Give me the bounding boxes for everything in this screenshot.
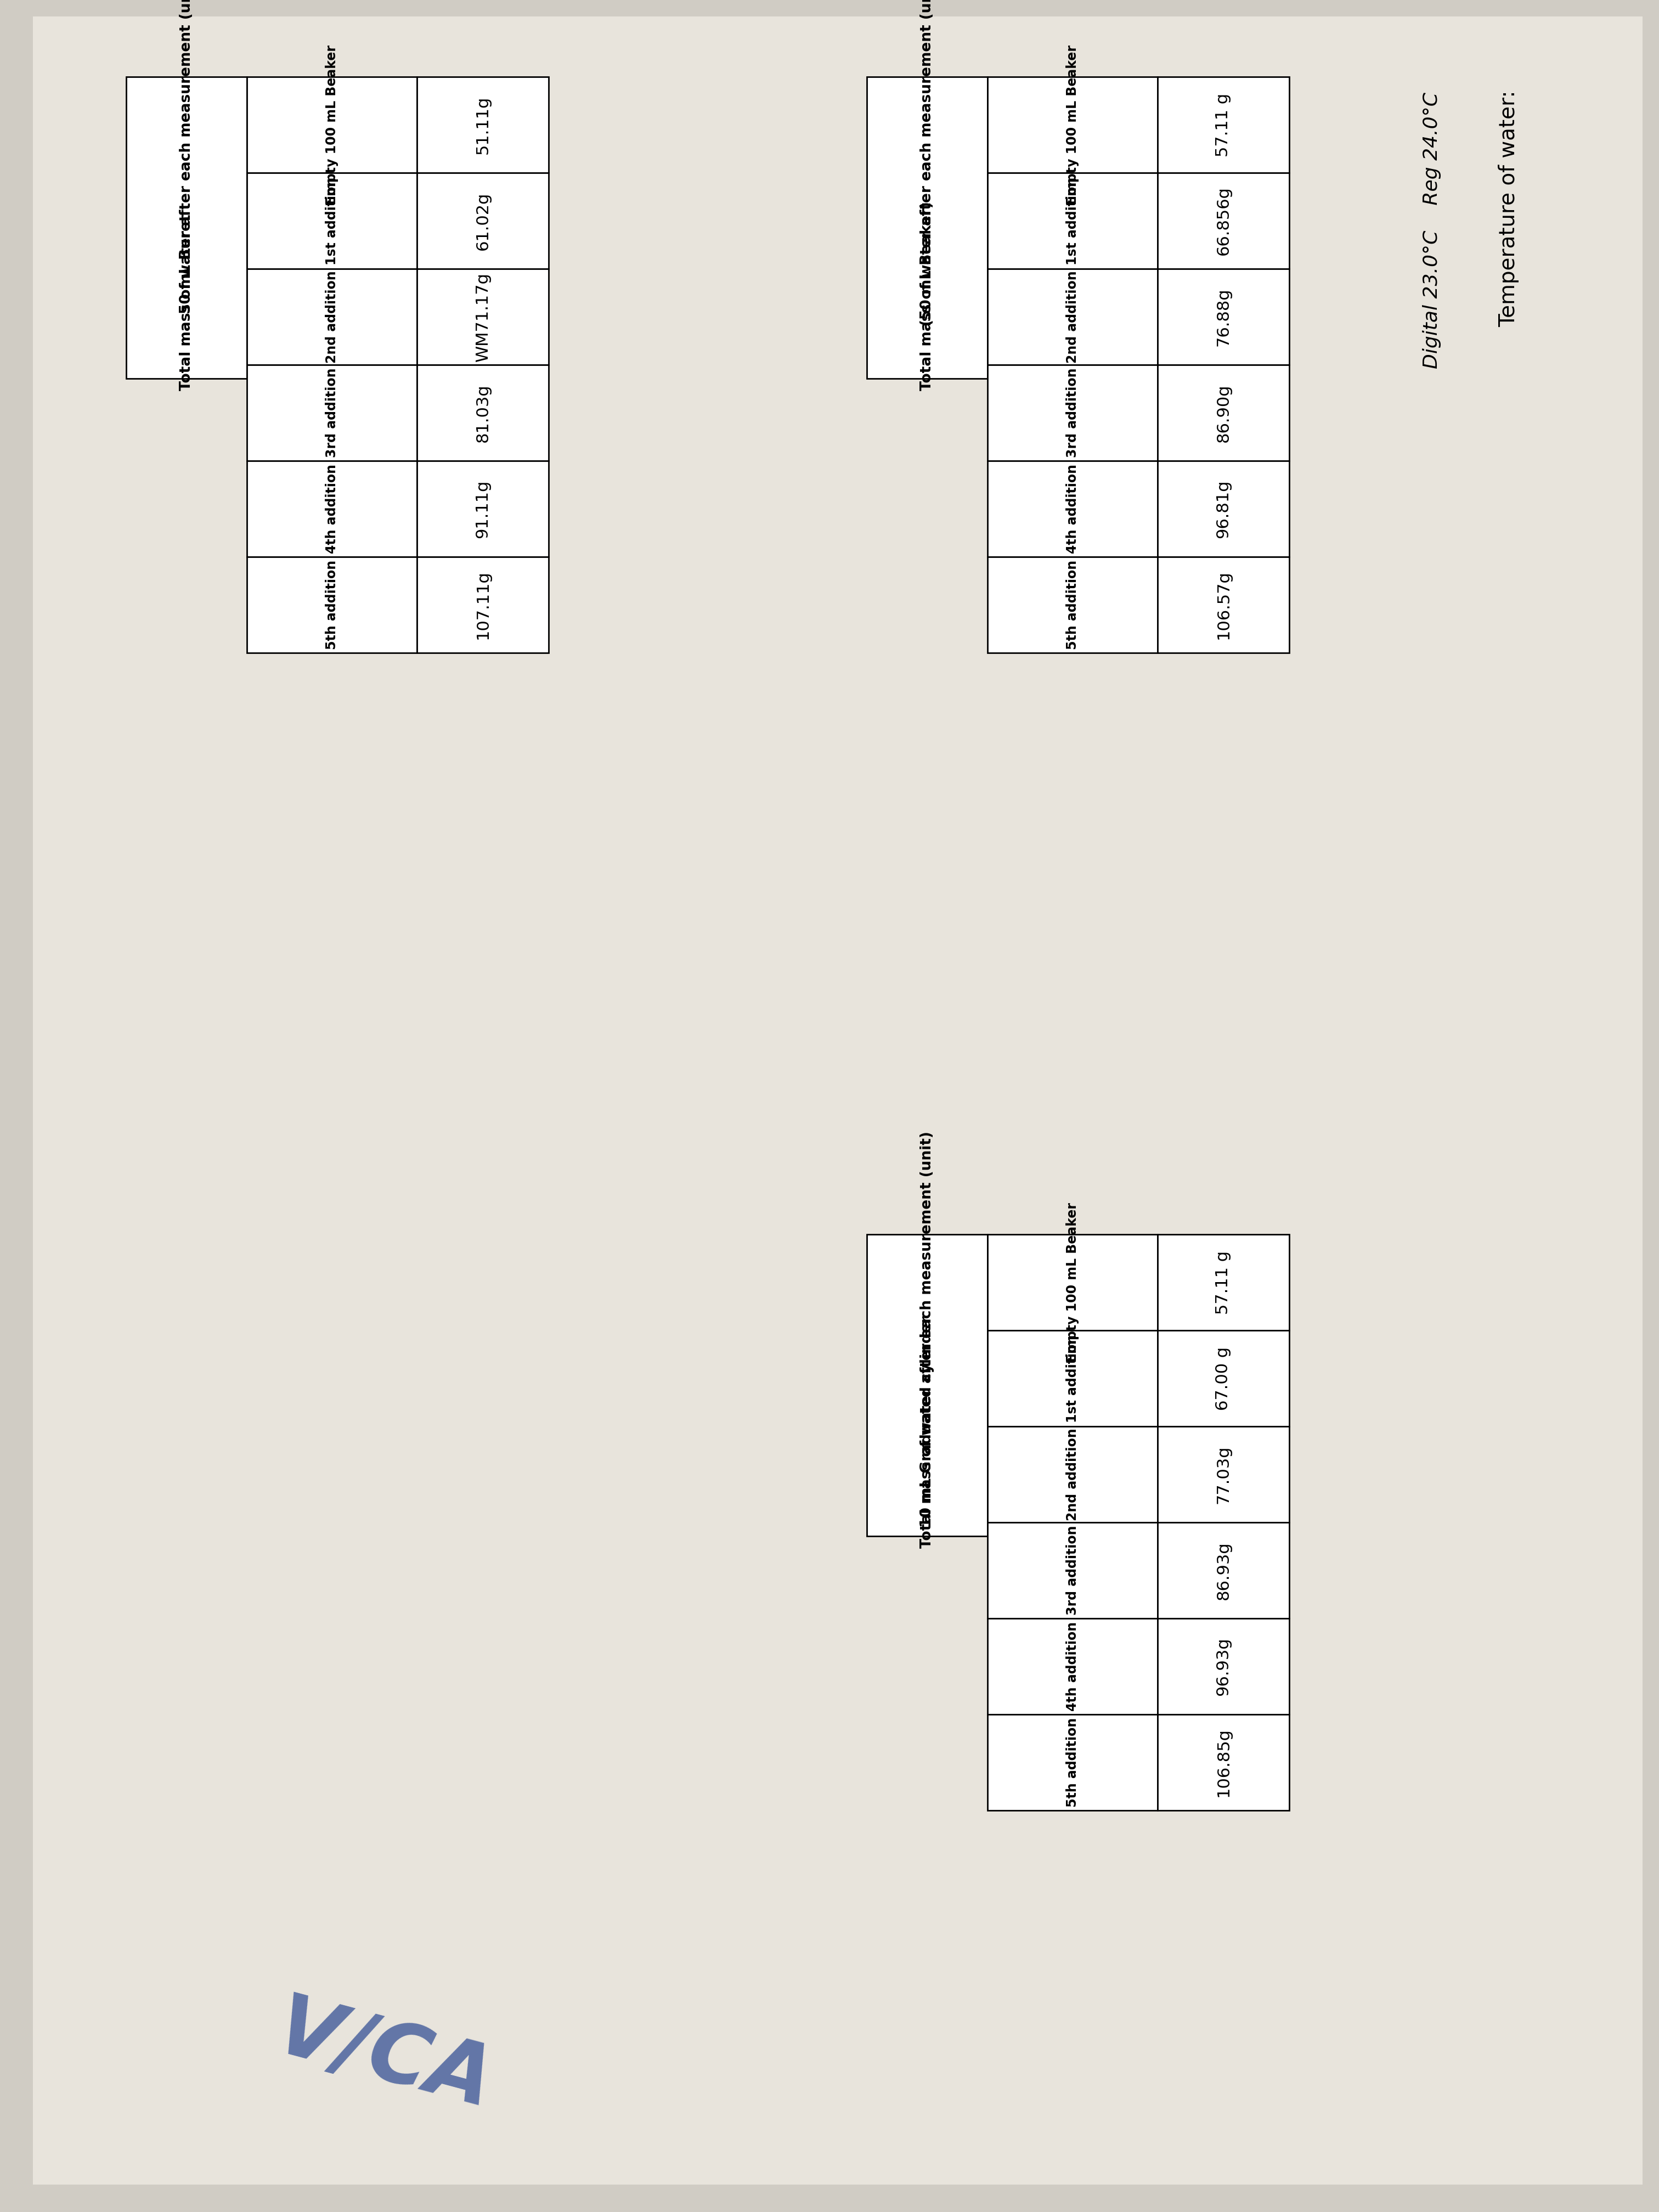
Text: 5th addition: 5th addition bbox=[1067, 1719, 1078, 1807]
Bar bbox=[416, 173, 549, 270]
Bar bbox=[1158, 460, 1289, 557]
Text: 50 mL Buret: 50 mL Buret bbox=[179, 215, 194, 314]
Text: 81.03g: 81.03g bbox=[474, 383, 491, 442]
Bar bbox=[866, 1234, 987, 1535]
Text: Total mass of water after each measurement (unit): Total mass of water after each measureme… bbox=[179, 0, 194, 392]
Bar bbox=[416, 460, 549, 557]
Bar bbox=[1158, 270, 1289, 365]
Text: 67.00 g: 67.00 g bbox=[1216, 1347, 1231, 1411]
Bar bbox=[1158, 557, 1289, 653]
Bar bbox=[987, 1619, 1158, 1714]
Bar bbox=[247, 77, 416, 173]
Text: Temperature of water:: Temperature of water: bbox=[1498, 91, 1520, 327]
Bar bbox=[247, 557, 416, 653]
Bar bbox=[416, 557, 549, 653]
Bar bbox=[1158, 77, 1289, 173]
Text: 1st addition: 1st addition bbox=[1067, 177, 1078, 265]
Text: 76.88g: 76.88g bbox=[1216, 288, 1231, 345]
Text: Empty 100 mL Beaker: Empty 100 mL Beaker bbox=[1067, 1203, 1078, 1363]
Text: 91.11g: 91.11g bbox=[474, 480, 491, 538]
Bar bbox=[987, 173, 1158, 270]
Text: 106.85g: 106.85g bbox=[1216, 1728, 1231, 1796]
Bar bbox=[987, 270, 1158, 365]
Bar bbox=[247, 270, 416, 365]
Bar bbox=[987, 1714, 1158, 1809]
Text: 86.90g: 86.90g bbox=[1216, 383, 1231, 442]
Bar bbox=[1158, 173, 1289, 270]
Text: 3rd addition: 3rd addition bbox=[325, 367, 338, 458]
Bar bbox=[1158, 1427, 1289, 1522]
Text: Total mass of water after each measurement (unit): Total mass of water after each measureme… bbox=[921, 0, 934, 392]
Text: 4th addition: 4th addition bbox=[1067, 1621, 1078, 1712]
Bar bbox=[987, 460, 1158, 557]
Text: 1st addition: 1st addition bbox=[1067, 1334, 1078, 1422]
Bar bbox=[416, 77, 549, 173]
Text: 96.93g: 96.93g bbox=[1216, 1637, 1231, 1697]
Bar bbox=[247, 173, 416, 270]
Bar bbox=[987, 1329, 1158, 1427]
Bar bbox=[1158, 365, 1289, 460]
Text: Empty 100 mL Beaker: Empty 100 mL Beaker bbox=[1067, 44, 1078, 206]
Text: WM71.17g: WM71.17g bbox=[474, 272, 491, 361]
Text: 1st addition: 1st addition bbox=[325, 177, 338, 265]
Text: 66.856g: 66.856g bbox=[1216, 186, 1231, 254]
Bar bbox=[987, 1522, 1158, 1619]
Text: 3rd addition: 3rd addition bbox=[1067, 367, 1078, 458]
Bar bbox=[247, 460, 416, 557]
Text: 5th addition: 5th addition bbox=[1067, 560, 1078, 650]
Bar bbox=[416, 365, 549, 460]
Text: Empty 100 mL Beaker: Empty 100 mL Beaker bbox=[325, 44, 338, 206]
Text: Digital 23.0°C    Reg 24.0°C: Digital 23.0°C Reg 24.0°C bbox=[1422, 93, 1442, 369]
Text: 51.11g: 51.11g bbox=[474, 95, 491, 155]
Text: 3rd addition: 3rd addition bbox=[1067, 1526, 1078, 1615]
Text: Total mass of water after each measurement (unit): Total mass of water after each measureme… bbox=[921, 1133, 934, 1548]
Text: 107.11g: 107.11g bbox=[474, 571, 491, 639]
Bar bbox=[1158, 1329, 1289, 1427]
Text: 106.57g: 106.57g bbox=[1216, 571, 1231, 639]
Bar bbox=[866, 77, 987, 378]
Bar bbox=[1158, 1234, 1289, 1329]
Text: 4th addition: 4th addition bbox=[1067, 465, 1078, 553]
Bar bbox=[247, 365, 416, 460]
Bar bbox=[987, 77, 1158, 173]
Bar bbox=[987, 1427, 1158, 1522]
Bar bbox=[987, 1234, 1158, 1329]
Text: 96.81g: 96.81g bbox=[1216, 480, 1231, 538]
Bar bbox=[416, 270, 549, 365]
Bar bbox=[987, 365, 1158, 460]
Text: 61.02g: 61.02g bbox=[474, 192, 491, 250]
Text: V/CA: V/CA bbox=[267, 1989, 501, 2126]
Bar bbox=[1158, 1619, 1289, 1714]
Bar bbox=[987, 557, 1158, 653]
Bar bbox=[1158, 1714, 1289, 1809]
Text: 5th addition: 5th addition bbox=[325, 560, 338, 650]
Text: (50 mL Beaker): (50 mL Beaker) bbox=[921, 201, 934, 325]
Bar bbox=[126, 77, 247, 378]
Text: 2nd addition: 2nd addition bbox=[1067, 270, 1078, 363]
Text: 2nd addition: 2nd addition bbox=[325, 270, 338, 363]
Text: 4th addition: 4th addition bbox=[325, 465, 338, 553]
Text: 86.93g: 86.93g bbox=[1216, 1542, 1231, 1599]
Text: 2nd addition: 2nd addition bbox=[1067, 1429, 1078, 1520]
Text: 57.11 g: 57.11 g bbox=[1216, 93, 1231, 157]
Bar bbox=[1158, 1522, 1289, 1619]
Text: 77.03g: 77.03g bbox=[1216, 1444, 1231, 1504]
Text: 57.11 g: 57.11 g bbox=[1216, 1250, 1231, 1314]
Text: 10 mL Graduated cylinder: 10 mL Graduated cylinder bbox=[921, 1316, 934, 1526]
